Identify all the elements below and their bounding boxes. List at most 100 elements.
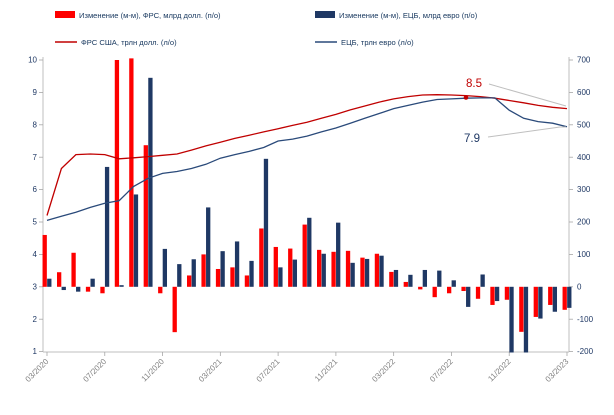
bar — [350, 262, 355, 287]
annotations: 8.5 7.9 — [463, 78, 567, 145]
bar — [172, 286, 177, 333]
bar — [523, 286, 529, 353]
bar — [403, 281, 408, 287]
bar — [292, 259, 298, 287]
legend: Изменение (м-м), ФРС, млрд долл. (п/о) И… — [55, 11, 478, 47]
line-series — [46, 94, 568, 222]
bar — [230, 267, 235, 287]
bar — [432, 286, 437, 298]
right-axis-tick-label: 700 — [577, 56, 591, 65]
bar — [42, 234, 47, 287]
bar — [278, 267, 283, 287]
left-axis-tick-label: 9 — [33, 88, 38, 97]
bar — [273, 246, 278, 287]
bar — [249, 260, 254, 287]
bar — [331, 251, 336, 287]
bar — [562, 286, 567, 310]
legend-swatch-fed-change — [55, 11, 75, 18]
bar — [393, 269, 399, 287]
leader-line-fed — [488, 83, 567, 107]
bar — [148, 77, 153, 287]
x-axis-tick-label: 07/2020 — [81, 357, 108, 384]
bar — [47, 278, 52, 287]
right-axis-tick-label: 600 — [577, 88, 591, 97]
bar — [61, 286, 66, 291]
bar — [552, 286, 558, 312]
right-axis-tick-label: 200 — [577, 218, 591, 227]
x-axis-tick-label: 11/2021 — [313, 357, 340, 384]
bar — [220, 251, 225, 287]
legend-swatch-ecb-change — [315, 11, 335, 18]
bar — [466, 286, 471, 307]
annotation-ecb-final-value: 7.9 — [464, 133, 480, 145]
bar — [302, 224, 307, 287]
bar — [158, 286, 163, 294]
bar — [321, 253, 326, 287]
bar — [374, 253, 380, 287]
bar — [418, 286, 423, 290]
bar — [76, 286, 81, 292]
left-axis-tick-label: 3 — [33, 282, 38, 291]
bar — [90, 278, 95, 287]
left-axis-tick-label: 2 — [33, 315, 38, 324]
bar — [143, 145, 148, 287]
bar — [56, 272, 62, 287]
bar — [451, 280, 456, 287]
annotation-fed-final-value: 8.5 — [466, 78, 482, 90]
bar — [364, 258, 370, 287]
bar — [100, 286, 105, 294]
bar — [422, 269, 428, 287]
bar — [85, 286, 91, 292]
bar — [71, 252, 76, 287]
x-axis-tick-label: 03/2021 — [197, 357, 224, 384]
leader-line-ecb — [487, 126, 566, 138]
bar — [533, 286, 538, 317]
bar — [509, 286, 514, 353]
bar — [504, 286, 510, 300]
bar — [490, 286, 495, 305]
bar — [263, 158, 269, 287]
right-axis-tick-label: -200 — [577, 347, 594, 356]
bar — [345, 250, 351, 287]
bar — [360, 257, 365, 287]
bar — [244, 275, 250, 287]
x-axis-tick-label: 03/2020 — [24, 357, 51, 384]
ecb-change-bars — [47, 77, 572, 353]
bar — [408, 274, 413, 287]
bar — [538, 286, 543, 319]
x-axis-tick-label: 07/2022 — [428, 357, 455, 384]
bar — [177, 264, 182, 287]
bar — [215, 268, 221, 287]
left-axis-tick-label: 7 — [33, 153, 38, 162]
x-axis-tick-label: 11/2022 — [486, 357, 513, 384]
left-axis-tick-label: 8 — [33, 120, 38, 129]
left-axis-tick-label: 5 — [33, 218, 38, 227]
legend-label-ecb-total: ЕЦБ, трлн евро (л/о) — [341, 38, 414, 47]
bar — [133, 194, 139, 287]
bar — [379, 255, 384, 287]
right-axis-tick-label: 0 — [577, 282, 582, 291]
left-axis-tick-label: 1 — [33, 347, 38, 356]
legend-label-ecb-change: Изменение (м-м), ЕЦБ, млрд евро (п/о) — [339, 11, 478, 20]
bar — [475, 286, 481, 299]
bar — [186, 275, 192, 287]
x-axis-tick-label: 03/2023 — [544, 357, 571, 384]
bar — [114, 60, 120, 287]
right-axis-tick-label: -100 — [577, 315, 594, 324]
bar — [446, 286, 452, 294]
bar — [519, 286, 524, 332]
right-axis-tick-label: 400 — [577, 153, 591, 162]
bar — [206, 207, 211, 287]
bar — [307, 217, 312, 287]
bar — [567, 286, 572, 308]
bar — [191, 259, 196, 287]
x-axis-tick-label: 03/2022 — [370, 357, 397, 384]
bar — [288, 248, 293, 287]
right-axis-tick-label: 100 — [577, 250, 591, 259]
bar — [201, 254, 206, 287]
legend-label-fed-total: ФРС США, трлн долл. (л/о) — [81, 38, 177, 47]
bar — [480, 274, 485, 287]
bar-series — [42, 58, 572, 353]
legend-label-fed-change: Изменение (м-м), ФРС, млрд долл. (п/о) — [79, 11, 221, 20]
